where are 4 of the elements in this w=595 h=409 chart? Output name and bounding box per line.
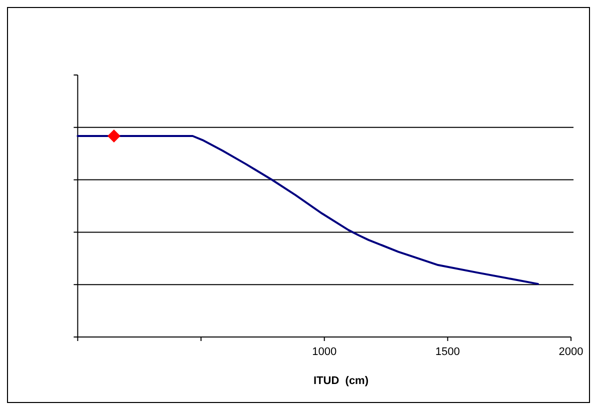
x-axis-title: ITUD (cm) <box>314 375 369 387</box>
x-tick-label: 2000 <box>558 346 584 358</box>
x-tick-label: 1000 <box>312 346 337 358</box>
x-tick-label: 1500 <box>435 346 460 358</box>
